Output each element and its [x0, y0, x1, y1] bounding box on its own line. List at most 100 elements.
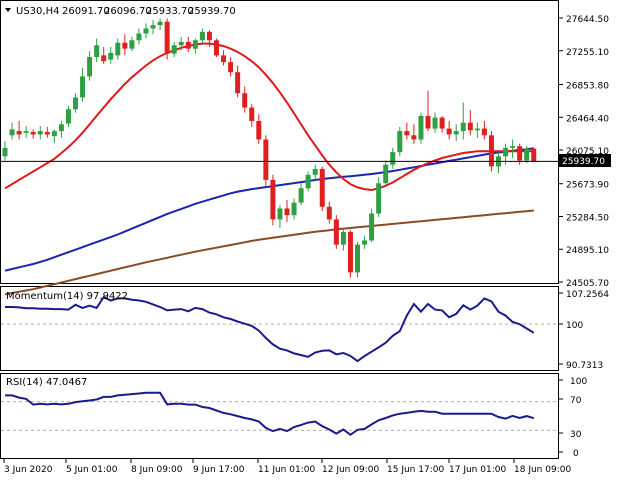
price-tick-label: 26853.80 [566, 82, 609, 92]
momentum-tick-high: 107.2564 [566, 290, 609, 300]
candle-body [453, 131, 459, 135]
x-label: 17 Jun 01:00 [449, 465, 506, 475]
candle-body [474, 128, 480, 131]
ohlc-high: 26096.70 [104, 6, 152, 17]
candle-body [481, 128, 487, 136]
x-axis: 3 Jun 2020 5 Jun 01:00 8 Jun 09:00 9 Jun… [3, 459, 571, 475]
rsi-line [5, 391, 535, 437]
candle-body [199, 31, 205, 41]
rsi-tick-0: 0 [573, 449, 579, 459]
price-tick-label: 26464.40 [566, 114, 609, 124]
rsi-tick-100: 100 [570, 377, 587, 387]
candle-body [326, 206, 332, 220]
rsi-label: RSI(14) 47.0467 [6, 377, 87, 388]
candle-body [411, 135, 417, 140]
rsi-tick-30: 30 [570, 430, 582, 440]
momentum-panel[interactable] [0, 286, 559, 371]
candle-body [333, 219, 339, 245]
candle-body [65, 109, 71, 124]
candle-body [164, 21, 170, 54]
candle-body [319, 168, 325, 207]
candle-body [150, 25, 156, 29]
candle-body [340, 232, 346, 245]
x-label: 3 Jun 2020 [4, 465, 53, 475]
candle-body [108, 52, 114, 60]
current-price-text: 25939.70 [562, 157, 605, 167]
momentum-line [5, 295, 535, 363]
candle-body [136, 33, 142, 41]
candle-body [383, 164, 389, 184]
candle-body [369, 213, 375, 241]
candle-body [291, 202, 297, 216]
candle-body [390, 152, 396, 165]
dropdown-triangle-icon[interactable] [5, 8, 11, 12]
candle-body [397, 131, 403, 153]
candle-body [404, 131, 410, 136]
rsi-tick-70: 70 [570, 396, 582, 406]
candle-body [263, 139, 269, 180]
candle-body [242, 93, 248, 108]
candle-body [347, 232, 353, 273]
candle-body [2, 147, 8, 157]
candlesticks [2, 18, 537, 278]
candle-body [439, 117, 445, 129]
candle-body [531, 148, 537, 162]
ohlc-low: 25933.70 [146, 6, 194, 17]
current-price-badge [559, 154, 611, 167]
candle-body [143, 28, 149, 34]
main-panel[interactable] [0, 0, 559, 284]
ohlc-open: 26091.70 [62, 6, 110, 17]
x-label: 12 Jun 09:00 [322, 465, 379, 475]
ma-mid-line [4, 147, 534, 272]
candle-body [80, 76, 86, 98]
candle-body [425, 115, 431, 129]
candle-body [418, 115, 424, 140]
momentum-line-group [1, 295, 558, 363]
symbol-label: US30,H4 [16, 6, 59, 17]
candle-body [178, 41, 184, 46]
candle-body [16, 131, 22, 135]
price-tick-label: 25673.90 [566, 181, 609, 191]
candle-body [284, 208, 290, 216]
candle-body [503, 147, 509, 157]
price-tick-label: 24895.10 [566, 246, 609, 256]
candle-body [432, 117, 438, 129]
axis-ticks: 27644.50 27255.10 26853.80 26464.40 26075.10… [1, 15, 609, 289]
candle-body [312, 168, 318, 175]
candle-body [44, 131, 50, 135]
x-label: 15 Jun 17:00 [387, 465, 444, 475]
price-tick-label: 27644.50 [566, 15, 609, 25]
candle-body [256, 120, 262, 140]
candle-body [171, 45, 177, 54]
x-label: 18 Jun 09:00 [514, 465, 571, 475]
candle-body [214, 40, 219, 56]
candle-body [298, 188, 304, 203]
momentum-tick-low: 90.7313 [566, 361, 603, 371]
candle-body [122, 42, 128, 49]
candle-body [30, 131, 36, 135]
candle-body [277, 208, 283, 220]
candle-body [446, 128, 452, 135]
candle-body [115, 42, 121, 56]
candle-body [23, 131, 29, 133]
candle-body [355, 244, 360, 273]
candle-body [58, 124, 64, 132]
candle-body [87, 57, 93, 77]
candle-body [185, 41, 191, 49]
rsi-line-group [1, 391, 558, 437]
x-label: 9 Jun 17:00 [193, 465, 245, 475]
candle-body [206, 31, 212, 41]
candle-body [157, 21, 163, 26]
candle-body [37, 131, 43, 135]
candle-body [524, 148, 530, 161]
x-label: 5 Jun 01:00 [66, 465, 118, 475]
rsi-panel[interactable] [0, 373, 559, 459]
price-tick-label: 25284.50 [566, 213, 609, 223]
ma-fast-line [4, 42, 534, 192]
candle-body [362, 240, 368, 245]
candle-body [221, 55, 227, 63]
candle-body [228, 62, 234, 73]
candle-body [488, 135, 494, 167]
candle-body [51, 131, 57, 137]
